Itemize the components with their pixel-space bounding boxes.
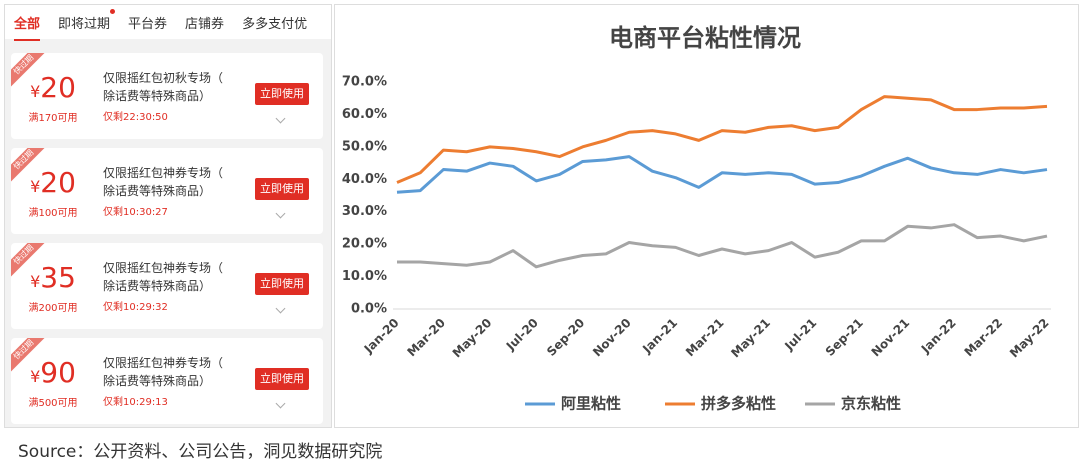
currency: ¥ [30,177,41,196]
currency: ¥ [30,367,41,386]
expand-arrow[interactable] [275,113,286,124]
chart-title: 电商平台粘性情况 [609,24,801,52]
x-tick-label: Nov-20 [590,316,634,360]
legend-label: 京东粘性 [841,395,901,413]
series-line [396,95,1048,184]
coupon-card: 快过期 ¥20 满100可用 仅限摇红包神券专场（ 除话费等特殊商品） 仅剩10:30:2… [11,148,323,234]
x-tick-label: Mar-22 [962,316,1006,360]
use-button[interactable]: 立即使用 [255,178,309,200]
use-button[interactable]: 立即使用 [255,273,309,295]
x-tick-label: Sep-20 [544,316,587,359]
source-note: Source：公开资料、公司公告，洞见数据研究院 [18,442,383,462]
amount: 20 [40,166,76,199]
use-button[interactable]: 立即使用 [255,368,309,390]
y-tick-label: 20.0% [342,237,387,252]
y-tick-label: 10.0% [342,269,387,284]
badge-dot [110,8,116,14]
tab-bar: 全部 即将过期 平台券 店铺券 多多支付优 [5,5,331,41]
coupon-amount: ¥35 [19,261,87,294]
coupon-card: 快过期 ¥90 满500可用 仅限摇红包神券专场（ 除话费等特殊商品） 仅剩10:29:1… [11,338,323,424]
currency: ¥ [30,82,41,101]
legend-label: 拼多多粘性 [701,395,776,413]
amount: 90 [40,356,76,389]
y-tick-label: 50.0% [342,139,387,154]
title-line: 仅限摇红包神券专场（ [103,166,224,180]
coupon-amount: ¥90 [19,356,87,389]
x-tick-label: Jan-22 [918,316,959,357]
legend-label: 阿里粘性 [561,395,621,413]
coupon-timer: 仅剩22:30:50 [103,112,168,123]
x-tick-label: Jan-20 [361,316,402,357]
y-tick-label: 30.0% [342,204,387,219]
chart: 电商平台粘性情况 0.0% 10.0% 20.0% 30.0% 40.0% 50.0% 60… [334,4,1079,428]
tab[interactable]: 平台券 [128,16,168,32]
currency: ¥ [30,272,41,291]
series-line [397,223,1048,269]
coupon-timer: 仅剩10:30:27 [103,207,168,218]
x-tick-label: Sep-21 [823,316,866,359]
coupon-timer: 仅剩10:29:13 [103,397,168,408]
series-line [396,155,1048,194]
x-tick-label: May-20 [450,316,495,361]
use-button[interactable]: 立即使用 [255,83,309,105]
title-line: 仅限摇红包神券专场（ [103,261,224,275]
coupon-amount: ¥20 [19,166,87,199]
tab[interactable]: 全部 [5,13,49,41]
x-tick-label: Jul-21 [781,316,819,354]
coupon-condition: 满100可用 [28,208,78,219]
coupon-condition: 满200可用 [28,303,78,314]
coupon-title: 仅限摇红包神券专场（ 除话费等特殊商品） [103,259,223,295]
expand-arrow[interactable] [275,208,286,219]
coupon-card: 快过期 ¥20 满170可用 仅限摇红包初秋专场（ 除话费等特殊商品） 仅剩22:30:5… [11,53,323,139]
coupon-title: 仅限摇红包初秋专场（ 除话费等特殊商品） [103,69,223,105]
x-tick-label: May-22 [1007,316,1052,361]
coupon-condition: 满170可用 [28,113,78,124]
coupon-panel: 全部 即将过期 平台券 店铺券 多多支付优 快过期 ¥20 满170可用 仅限摇红包初秋专场（… [4,4,332,428]
title-line: 除话费等特殊商品） [103,184,212,198]
title-line: 仅限摇红包神券专场（ [103,356,224,370]
coupon-amount: ¥20 [19,71,87,104]
expand-arrow[interactable] [275,398,286,409]
x-tick-label: Mar-21 [683,316,727,360]
coupon-condition: 满500可用 [28,398,78,409]
tab[interactable]: 即将过期 [49,8,119,32]
tab[interactable]: 多多支付优 [242,16,308,32]
y-tick-label: 0.0% [351,302,387,317]
tab[interactable]: 店铺券 [185,16,225,32]
coupon-timer: 仅剩10:29:32 [103,302,168,313]
coupon-card: 快过期 ¥35 满200可用 仅限摇红包神券专场（ 除话费等特殊商品） 仅剩10:29:3… [11,243,323,329]
y-tick-label: 60.0% [342,107,387,122]
x-tick-label: Jul-20 [503,316,541,354]
coupon-title: 仅限摇红包神券专场（ 除话费等特殊商品） [103,164,223,200]
x-tick-label: May-21 [728,316,773,361]
x-tick-label: Nov-21 [869,316,913,360]
expand-arrow[interactable] [275,303,286,314]
amount: 35 [40,261,76,294]
title-line: 除话费等特殊商品） [103,374,212,388]
title-line: 除话费等特殊商品） [103,279,212,293]
title-line: 仅限摇红包初秋专场（ [103,71,224,85]
y-tick-label: 70.0% [342,75,387,90]
title-line: 除话费等特殊商品） [103,89,212,103]
coupon-title: 仅限摇红包神券专场（ 除话费等特殊商品） [103,354,223,390]
amount: 20 [40,71,76,104]
y-tick-label: 40.0% [342,172,387,187]
x-tick-label: Jan-21 [639,316,680,357]
x-tick-label: Mar-20 [404,316,448,360]
